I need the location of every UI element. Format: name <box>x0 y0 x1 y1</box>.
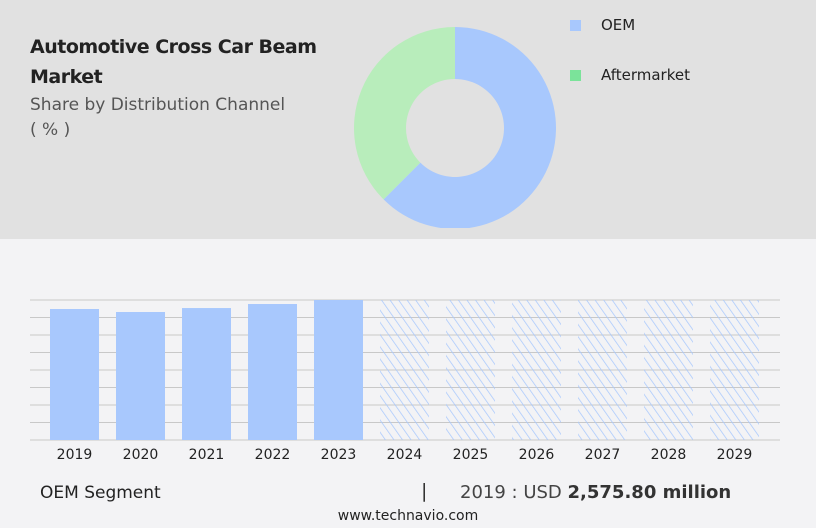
legend-swatch <box>570 70 581 81</box>
separator: | <box>421 480 428 502</box>
x-tick-label: 2022 <box>255 447 291 463</box>
chart-subtitle: Share by Distribution Channel ( % ) <box>30 93 330 143</box>
x-tick-label: 2027 <box>585 447 621 463</box>
bar-2022 <box>248 304 297 440</box>
legend-label: Aftermarket <box>601 66 690 84</box>
legend-label: OEM <box>601 16 636 34</box>
x-tick-label: 2029 <box>717 447 753 463</box>
unit-text: ( % ) <box>30 120 71 140</box>
legend-swatch <box>570 20 581 31</box>
segment-label: OEM Segment <box>40 483 161 503</box>
bar-2019 <box>50 309 99 440</box>
chart-title: Automotive Cross Car Beam Market <box>30 36 317 88</box>
forecast-bar-2025 <box>446 300 495 440</box>
value-amount: 2,575.80 million <box>567 482 732 503</box>
donut-chart <box>353 27 556 228</box>
segment-value: 2019 : USD 2,575.80 million <box>460 482 731 503</box>
site-url: www.technavio.com <box>337 508 479 524</box>
forecast-bar-2027 <box>578 300 627 440</box>
legend-item-oem: OEM <box>570 16 635 34</box>
donut-slice-aftermarket <box>353 27 455 200</box>
bar-chart: 2019 2020 2021 2022 2023 2024 2025 2026 2027 2028… <box>30 299 780 463</box>
x-tick-label: 2024 <box>387 447 423 463</box>
x-tick-label: 2023 <box>321 447 357 463</box>
bar-2023 <box>314 300 363 440</box>
forecast-bar-2024 <box>380 300 429 440</box>
x-tick-label: 2021 <box>189 447 225 463</box>
subtitle-text: Share by Distribution Channel <box>30 95 286 115</box>
forecast-bar-2026 <box>512 300 561 440</box>
x-tick-label: 2028 <box>651 447 687 463</box>
forecast-bar-2029 <box>710 300 759 440</box>
legend-item-aftermarket: Aftermarket <box>570 66 690 84</box>
bar-2020 <box>116 312 165 440</box>
value-prefix: 2019 : USD <box>460 482 562 503</box>
x-tick-label: 2026 <box>519 447 555 463</box>
bar-2021 <box>182 308 231 440</box>
x-tick-label: 2025 <box>453 447 489 463</box>
donut-slice-oem <box>383 27 556 228</box>
forecast-bar-2028 <box>644 300 693 440</box>
x-tick-label: 2020 <box>123 447 159 463</box>
x-tick-label: 2019 <box>57 447 93 463</box>
